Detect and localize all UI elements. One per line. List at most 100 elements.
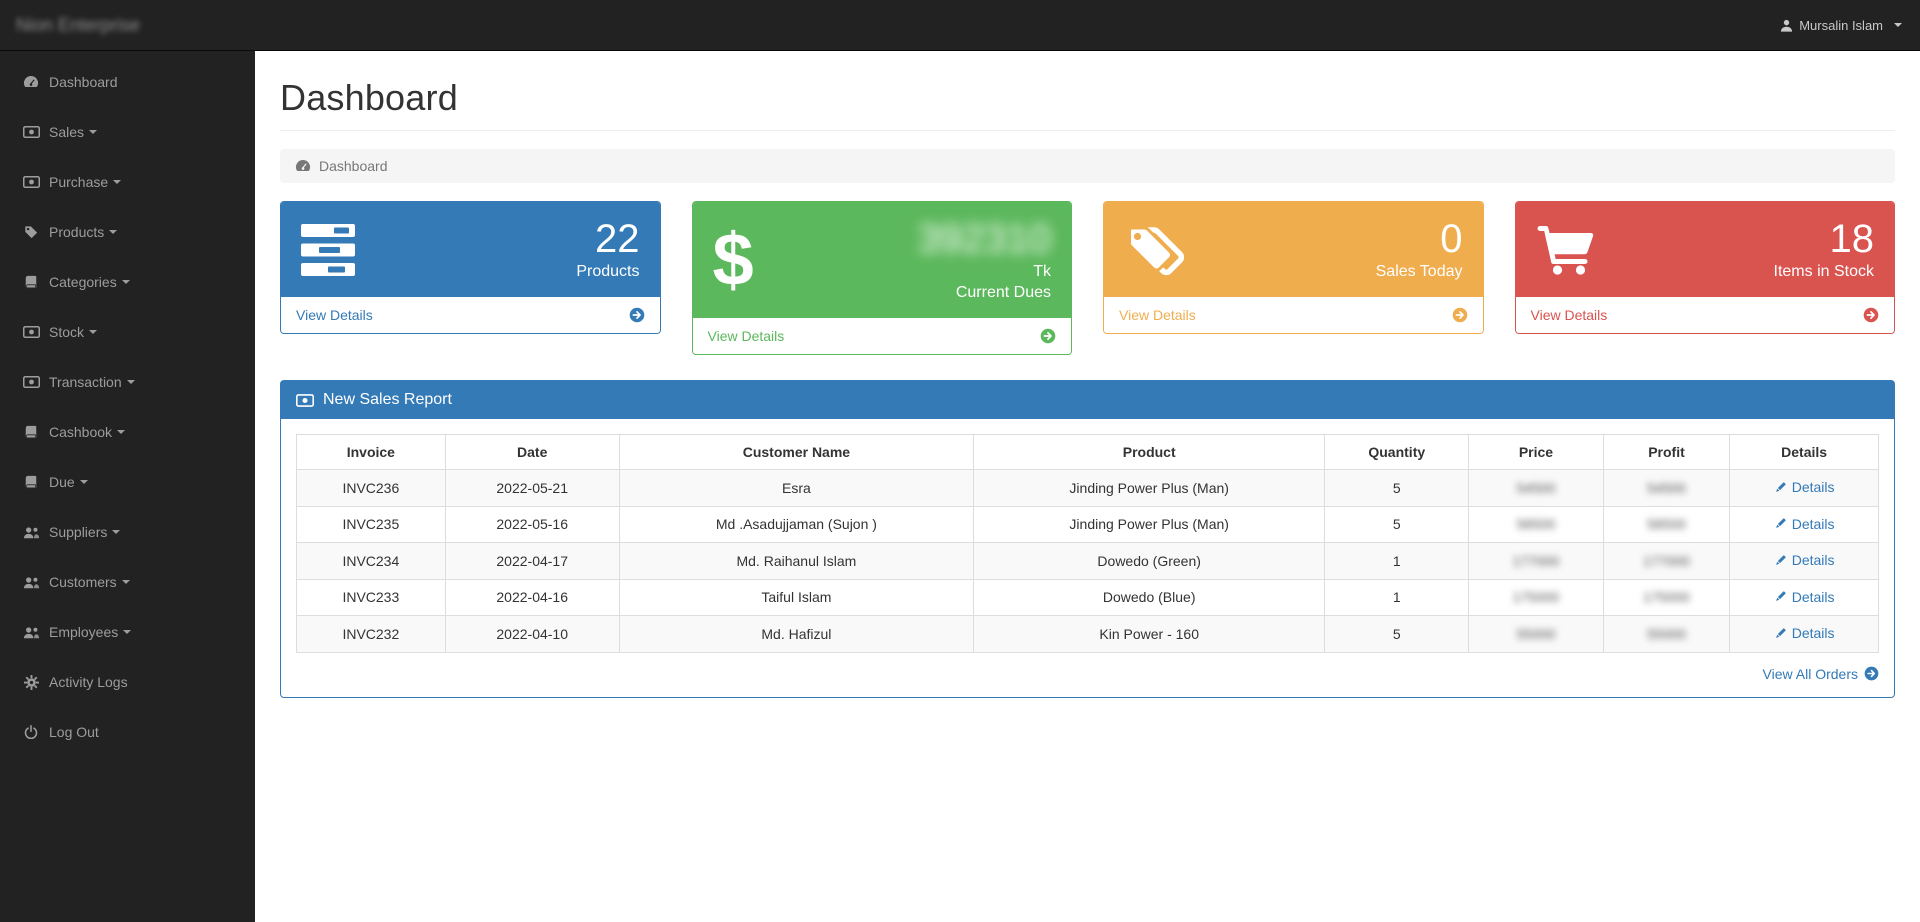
sidebar-item-customers[interactable]: Customers xyxy=(0,557,255,607)
users-icon xyxy=(20,526,42,539)
table-row: INVC234 2022-04-17 Md. Raihanul Islam Do… xyxy=(296,542,1879,580)
sidebar-item-log-out[interactable]: Log Out xyxy=(0,707,255,757)
view-details-link[interactable]: View Details xyxy=(692,318,1071,354)
breadcrumb-item[interactable]: Dashboard xyxy=(319,158,388,174)
caret-down-icon xyxy=(121,580,130,584)
cell-profit: 54500 xyxy=(1602,469,1731,507)
sidebar-item-transaction[interactable]: Transaction xyxy=(0,357,255,407)
sidebar-item-label: Customers xyxy=(49,574,117,590)
cell-product: Jinding Power Plus (Man) xyxy=(973,469,1326,507)
cell-quantity: 5 xyxy=(1324,505,1470,543)
table-row: INVC233 2022-04-16 Taiful Islam Dowedo (… xyxy=(296,578,1879,616)
blurred-value: 55000 xyxy=(1516,625,1556,642)
blurred-value: 58500 xyxy=(1516,516,1556,533)
sidebar-item-cashbook[interactable]: Cashbook xyxy=(0,407,255,457)
blurred-value: 175000 xyxy=(1512,589,1560,606)
col-header-product: Product xyxy=(973,434,1326,470)
sidebar: Dashboard Sales Purchase Products Catego… xyxy=(0,51,255,922)
cell-product: Dowedo (Green) xyxy=(973,542,1326,580)
view-details-label: View Details xyxy=(1119,307,1196,323)
sidebar-item-due[interactable]: Due xyxy=(0,457,255,507)
view-details-label: View Details xyxy=(1530,307,1608,323)
sidebar-item-employees[interactable]: Employees xyxy=(0,607,255,657)
details-label: Details xyxy=(1791,625,1835,641)
sidebar-item-label: Transaction xyxy=(49,374,122,390)
cell-date: 2022-05-21 xyxy=(444,469,620,507)
book-icon xyxy=(20,275,42,289)
sales-report-body: Invoice Date Customer Name Product Quant… xyxy=(281,419,1894,697)
stat-card-items-in-stock: 18 Items in Stock View Details xyxy=(1514,201,1895,334)
cell-price: 58500 xyxy=(1468,505,1604,543)
cell-date: 2022-04-17 xyxy=(444,542,620,580)
sidebar-item-suppliers[interactable]: Suppliers xyxy=(0,507,255,557)
sidebar-item-label: Due xyxy=(49,474,75,490)
table-row: INVC235 2022-05-16 Md .Asadujjaman (Sujo… xyxy=(296,505,1879,543)
col-header-quantity: Quantity xyxy=(1324,434,1470,470)
pencil-icon xyxy=(1774,590,1787,603)
users-icon xyxy=(20,576,42,589)
blurred-value: 175000 xyxy=(1643,589,1690,606)
details-link[interactable]: Details xyxy=(1774,552,1835,568)
main-content: Dashboard Dashboard 22 Products View Det… xyxy=(255,51,1920,922)
sidebar-item-activity-logs[interactable]: Activity Logs xyxy=(0,657,255,707)
details-label: Details xyxy=(1791,588,1835,605)
sales-report-heading: New Sales Report xyxy=(281,381,1894,419)
details-link[interactable]: Details xyxy=(1774,589,1835,605)
brand-logo[interactable]: Nion Enterprise xyxy=(16,14,141,35)
blurred-value: 54500 xyxy=(1516,479,1556,496)
cell-price: 54500 xyxy=(1468,469,1604,507)
money-icon xyxy=(20,176,42,188)
sidebar-item-purchase[interactable]: Purchase xyxy=(0,157,255,207)
sales-report-title: New Sales Report xyxy=(323,391,452,408)
sidebar-item-label: Dashboard xyxy=(49,74,118,90)
sidebar-item-stock[interactable]: Stock xyxy=(0,307,255,357)
stat-cards-row: 22 Products View Details $ 392310 Tk Cur… xyxy=(280,201,1895,355)
top-navbar: Nion Enterprise Mursalin Islam xyxy=(0,0,1920,51)
details-link[interactable]: Details xyxy=(1774,479,1835,495)
col-header-profit: Profit xyxy=(1602,434,1731,470)
sidebar-item-sales[interactable]: Sales xyxy=(0,107,255,157)
user-menu[interactable]: Mursalin Islam xyxy=(1762,18,1920,33)
col-header-date: Date xyxy=(444,434,620,470)
gear-icon xyxy=(20,674,42,690)
sidebar-item-label: Employees xyxy=(49,624,119,640)
caret-down-icon xyxy=(113,180,122,184)
cell-invoice: INVC235 xyxy=(296,505,446,543)
view-details-link[interactable]: View Details xyxy=(1515,297,1894,333)
blurred-value: 177000 xyxy=(1512,552,1560,569)
caret-down-icon xyxy=(89,130,98,134)
cell-quantity: 5 xyxy=(1324,615,1470,653)
cell-date: 2022-04-10 xyxy=(444,615,620,653)
view-details-label: View Details xyxy=(707,328,785,344)
caret-down-icon xyxy=(117,430,126,434)
cell-product: Kin Power - 160 xyxy=(973,615,1326,653)
details-link[interactable]: Details xyxy=(1774,516,1835,532)
dashboard-icon xyxy=(20,75,42,89)
sidebar-item-categories[interactable]: Categories xyxy=(0,257,255,307)
sidebar-item-products[interactable]: Products xyxy=(0,207,255,257)
cell-profit: 175000 xyxy=(1602,578,1731,616)
view-details-link[interactable]: View Details xyxy=(281,297,660,333)
tags-icon xyxy=(1124,222,1188,278)
caret-down-icon xyxy=(109,230,118,234)
pencil-icon xyxy=(1774,627,1787,640)
stat-card-sales-today: 0 Sales Today View Details xyxy=(1103,201,1484,334)
cell-price: 55000 xyxy=(1468,615,1604,653)
cell-invoice: INVC233 xyxy=(296,578,446,616)
sales-report-table: Invoice Date Customer Name Product Quant… xyxy=(296,434,1879,653)
view-all-orders-link[interactable]: View All Orders xyxy=(296,666,1879,682)
stat-card-current-dues: $ 392310 Tk Current Dues View Details xyxy=(691,201,1072,355)
cell-profit: 58500 xyxy=(1602,505,1731,543)
view-details-link[interactable]: View Details xyxy=(1104,297,1483,333)
sidebar-item-dashboard[interactable]: Dashboard xyxy=(0,57,255,107)
blurred-value: 177000 xyxy=(1643,552,1690,569)
tag-icon xyxy=(20,225,42,239)
cell-details: Details xyxy=(1729,542,1879,580)
shopping-cart-icon xyxy=(1536,224,1596,276)
stat-label: Sales Today xyxy=(1375,263,1463,280)
money-icon xyxy=(20,326,42,338)
cell-invoice: INVC232 xyxy=(296,615,446,653)
stat-card-sales-today-body: 0 Sales Today xyxy=(1104,202,1483,297)
details-link[interactable]: Details xyxy=(1774,625,1835,641)
